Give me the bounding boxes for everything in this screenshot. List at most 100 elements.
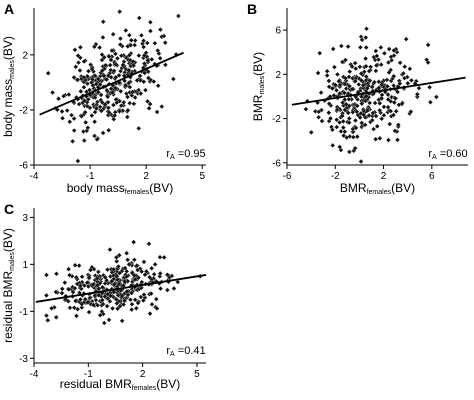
data-point (135, 300, 141, 306)
data-point (141, 52, 147, 59)
data-point (94, 136, 100, 143)
panel-letter: C (4, 201, 14, 217)
data-point (363, 26, 370, 32)
data-point (122, 278, 128, 285)
data-point (104, 303, 110, 309)
data-point (378, 61, 384, 68)
data-point (381, 104, 387, 110)
data-point (318, 89, 324, 96)
data-point (427, 99, 434, 105)
data-point (347, 133, 353, 140)
x-tick-label: 2 (140, 369, 146, 380)
data-point (120, 301, 127, 308)
data-point (102, 293, 108, 300)
data-point (334, 124, 340, 130)
data-point (162, 62, 169, 68)
data-point (379, 82, 385, 88)
data-point (340, 124, 346, 131)
data-point (358, 93, 365, 100)
data-point (92, 73, 98, 79)
data-point (334, 106, 340, 113)
data-point (115, 292, 121, 299)
data-point (359, 37, 365, 43)
data-point (133, 305, 139, 311)
data-point (388, 57, 395, 63)
data-point (55, 96, 62, 102)
data-point (107, 62, 113, 68)
data-point (385, 96, 391, 103)
data-point (161, 254, 167, 261)
data-point (334, 71, 341, 78)
data-point (154, 109, 160, 115)
data-point (326, 101, 332, 107)
y-tick-label: 2 (22, 50, 28, 61)
data-point (385, 104, 391, 110)
data-point (370, 126, 377, 132)
data-point (108, 74, 114, 80)
x-tick-label: 5 (199, 171, 205, 182)
data-point (90, 302, 97, 308)
data-point (138, 268, 145, 275)
data-point (72, 262, 78, 268)
data-point (130, 62, 137, 69)
data-point (151, 78, 157, 85)
data-point (66, 286, 72, 293)
x-tick-label: 2 (381, 171, 387, 182)
data-point (132, 276, 138, 282)
data-point (157, 26, 164, 33)
data-point (118, 88, 124, 94)
data-point (408, 77, 415, 83)
data-point (105, 291, 111, 297)
r-statistic: rA =0.60 (428, 148, 467, 161)
data-point (105, 105, 112, 111)
data-point (363, 93, 369, 99)
data-point (43, 292, 50, 299)
scatter-points (43, 239, 203, 326)
data-point (107, 293, 114, 299)
data-point (147, 101, 153, 107)
y-tick-label: -2 (19, 105, 28, 116)
data-point (377, 107, 383, 114)
data-point (362, 122, 368, 128)
data-point (53, 289, 59, 295)
data-point (159, 103, 165, 110)
data-point (48, 305, 55, 311)
data-point (371, 79, 378, 85)
data-point (110, 266, 117, 272)
data-point (105, 127, 112, 133)
data-point (362, 98, 369, 104)
data-point (96, 292, 102, 298)
data-point (319, 118, 325, 124)
y-axis-label: residual BMRmales(BV) (1, 228, 16, 343)
data-point (51, 304, 58, 311)
data-point (104, 87, 110, 93)
data-point (84, 279, 90, 286)
data-point (92, 109, 98, 115)
data-point (155, 83, 161, 89)
data-point (45, 70, 51, 76)
data-point (373, 62, 380, 69)
data-point (356, 81, 362, 88)
data-point (106, 53, 112, 60)
scatter-points (303, 26, 440, 165)
data-point (397, 60, 403, 66)
data-point (109, 89, 116, 96)
data-point (86, 309, 92, 315)
data-point (64, 107, 70, 114)
data-point (123, 273, 130, 280)
data-point (125, 292, 131, 298)
data-point (149, 56, 155, 62)
data-point (414, 91, 420, 97)
data-point (357, 44, 364, 50)
data-point (110, 31, 116, 37)
data-point (363, 77, 369, 83)
data-point (102, 274, 108, 280)
data-point (326, 78, 332, 84)
data-point (352, 145, 358, 151)
data-point (357, 114, 363, 121)
data-point (140, 38, 147, 44)
data-point (340, 100, 346, 106)
data-point (377, 100, 383, 106)
data-point (394, 89, 401, 95)
data-point (157, 254, 163, 260)
